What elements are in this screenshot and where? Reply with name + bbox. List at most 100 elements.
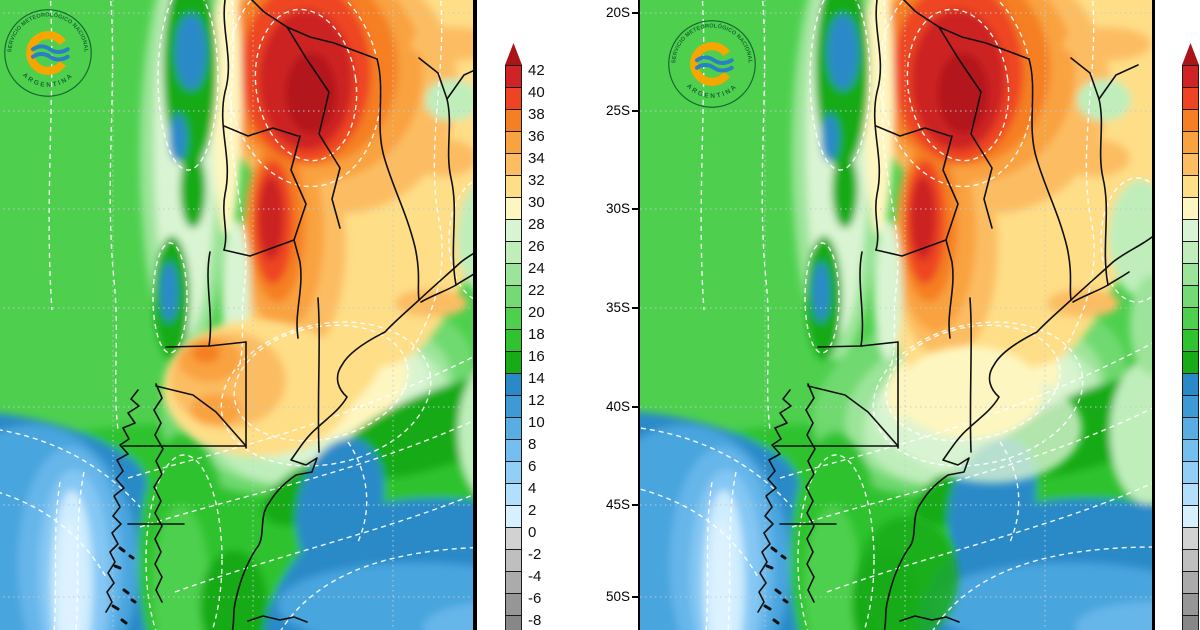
colorbar-box (506, 153, 521, 175)
colorbar-box (1183, 373, 1198, 395)
latitude-tick (632, 307, 639, 309)
colorbar-box (1183, 153, 1198, 175)
colorbar-box (506, 395, 521, 417)
colorbar-box (1183, 219, 1198, 241)
colorbar-box (506, 241, 521, 263)
temperature-field-left (0, 0, 473, 630)
latitude-label: 30S (605, 201, 630, 216)
map-panel-right (638, 0, 1155, 630)
colorbar-box (506, 417, 521, 439)
colorbar-tick-label: 8 (528, 436, 537, 453)
colorbar-tick-label: 30 (528, 194, 545, 211)
colorbar-box (1183, 65, 1198, 87)
colorbar-box (506, 527, 521, 549)
latitude-tick (632, 208, 639, 210)
latitude-tick (632, 596, 639, 598)
latitude-axis: 20S 25S 30S 35S 40S 45S 50S (570, 0, 640, 630)
colorbar-tick-label: 28 (528, 216, 545, 233)
colorbar-tick-label: 36 (528, 128, 545, 145)
colorbar-box (1183, 285, 1198, 307)
colorbar-arrow-icon (1182, 43, 1199, 65)
colorbar-tick-label: 20 (528, 304, 545, 321)
colorbar-tick-label: 18 (528, 326, 545, 343)
colorbar-tick-label: 12 (528, 392, 545, 409)
latitude-tick (632, 12, 639, 14)
colorbar-box (506, 549, 521, 571)
colorbar-tick-label: 0 (528, 524, 537, 541)
colorbar-tick-label: 4 (528, 480, 537, 497)
colorbar-left: 42 40 38 36 34 32 30 28 26 24 22 20 18 16 14 12 10 8 6 4 2 0-… (505, 43, 545, 630)
colorbar-tick-label: 10 (528, 414, 545, 431)
colorbar-box (506, 65, 521, 87)
colorbar-box (506, 593, 521, 615)
colorbar-box (506, 263, 521, 285)
colorbar-tick-label: 14 (528, 370, 545, 387)
colorbar-tick-label: -2 (528, 546, 542, 563)
colorbar-box (1183, 483, 1198, 505)
colorbar-tick-label: -6 (528, 590, 542, 607)
colorbar-box (506, 109, 521, 131)
colorbar-box (1183, 505, 1198, 527)
colorbar-box (506, 461, 521, 483)
colorbar-tick-label: -8 (528, 612, 542, 629)
colorbar-right: 424038363432302826242220181614121086420-… (1182, 43, 1199, 630)
colorbar-box (506, 505, 521, 527)
colorbar-box (1183, 571, 1198, 593)
colorbar-box (1183, 197, 1198, 219)
colorbar-box (1183, 175, 1198, 197)
latitude-label: 35S (605, 300, 630, 315)
colorbar-box (506, 373, 521, 395)
colorbar-box (506, 307, 521, 329)
colorbar-tick-label: 16 (528, 348, 545, 365)
colorbar-box (506, 197, 521, 219)
colorbar-box (1183, 87, 1198, 109)
colorbar-box (1183, 417, 1198, 439)
latitude-tick (632, 406, 639, 408)
colorbar-box (1183, 131, 1198, 153)
smn-logo (1, 6, 95, 100)
colorbar-box (506, 219, 521, 241)
colorbar-box (506, 483, 521, 505)
colorbar-box (506, 351, 521, 373)
latitude-tick (632, 504, 639, 506)
colorbar-tick-label: 34 (528, 150, 545, 167)
colorbar-box (506, 87, 521, 109)
latitude-label: 45S (605, 497, 630, 512)
colorbar-box (1183, 109, 1198, 131)
colorbar-arrow-icon (505, 43, 522, 65)
colorbar-tick-label: 2 (528, 502, 537, 519)
colorbar-box (1183, 527, 1198, 549)
colorbar-box (1183, 307, 1198, 329)
colorbar-boxes (505, 65, 522, 630)
temperature-field-right (640, 0, 1152, 630)
colorbar-box (1183, 549, 1198, 571)
colorbar-box (1183, 439, 1198, 461)
colorbar-box (1183, 615, 1198, 630)
colorbar-box (506, 571, 521, 593)
colorbar-box (506, 285, 521, 307)
colorbar-box (506, 615, 521, 630)
colorbar-boxes (1182, 65, 1199, 630)
colorbar-box (506, 175, 521, 197)
latitude-label: 25S (605, 103, 630, 118)
latitude-label: 40S (605, 399, 630, 414)
colorbar-box (1183, 395, 1198, 417)
colorbar-tick-label: 26 (528, 238, 545, 255)
colorbar-box (506, 439, 521, 461)
colorbar-box (1183, 351, 1198, 373)
colorbar-tick-label: 38 (528, 106, 545, 123)
colorbar-box (1183, 593, 1198, 615)
colorbar-tick-label: 40 (528, 84, 545, 101)
colorbar-box (506, 329, 521, 351)
colorbar-box (506, 131, 521, 153)
latitude-label: 20S (605, 5, 630, 20)
colorbar-tick-label: 24 (528, 260, 545, 277)
colorbar-tick-label: 32 (528, 172, 545, 189)
colorbar-box (1183, 461, 1198, 483)
colorbar-tick-label: -4 (528, 568, 542, 585)
colorbar-tick-label: 6 (528, 458, 537, 475)
latitude-tick (632, 110, 639, 112)
colorbar-box (1183, 241, 1198, 263)
colorbar-tick-label: 42 (528, 62, 545, 79)
